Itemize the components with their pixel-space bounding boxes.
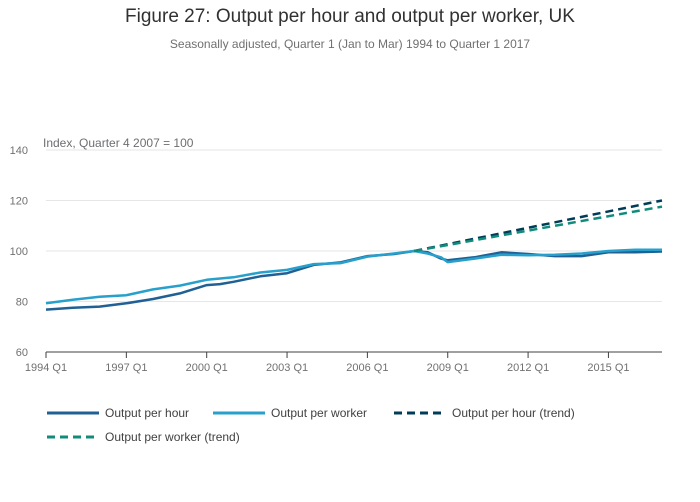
y-tick-label: 140 <box>10 145 28 157</box>
legend-swatch <box>47 435 99 439</box>
series-line <box>414 199 663 253</box>
x-axis: 1994 Q1 1997 Q1 2000 Q1 2003 Q1 2006 Q1 2009 … <box>25 351 662 374</box>
y-tick-label: 120 <box>10 196 28 208</box>
y-axis-ticks: 60 80 100 120 140 <box>10 145 28 359</box>
line-chart: 60 80 100 120 140 1994 Q1 1997 Q1 2000 Q1 2003 … <box>10 145 663 374</box>
legend-label: Output per hour <box>105 406 190 420</box>
legend-swatch <box>394 411 446 415</box>
y-axis-title: Index, Quarter 4 2007 = 100 <box>43 136 194 150</box>
chart-title: Figure 27: Output per hour and output pe… <box>125 6 575 27</box>
y-tick-label: 60 <box>16 347 28 359</box>
chart-subtitle: Seasonally adjusted, Quarter 1 (Jan to M… <box>169 37 531 51</box>
series-line <box>414 205 663 253</box>
legend-item[interactable]: Output per worker <box>213 406 367 420</box>
legend-item[interactable]: Output per hour <box>47 406 189 420</box>
x-tick-label: 2015 Q1 <box>587 362 629 374</box>
x-tick-label: 2009 Q1 <box>427 362 469 374</box>
x-tick-label: 1997 Q1 <box>105 362 147 374</box>
legend-item[interactable]: Output per hour (trend) <box>394 406 575 420</box>
legend-item[interactable]: Output per worker (trend) <box>47 430 240 444</box>
legend-swatch <box>213 411 265 415</box>
series-line <box>45 248 662 305</box>
gridlines <box>46 149 662 302</box>
series-lines <box>45 199 663 311</box>
legend-label: Output per hour (trend) <box>452 406 575 420</box>
legend-swatch <box>47 411 99 415</box>
legend-label: Output per worker <box>271 406 368 420</box>
x-tick-label: 2006 Q1 <box>346 362 388 374</box>
y-tick-label: 100 <box>10 246 28 258</box>
x-tick-label: 2000 Q1 <box>186 362 228 374</box>
legend-label: Output per worker (trend) <box>105 430 240 444</box>
x-tick-label: 2003 Q1 <box>266 362 308 374</box>
x-tick-label: 2012 Q1 <box>507 362 549 374</box>
x-tick-label: 1994 Q1 <box>25 362 67 374</box>
y-tick-label: 80 <box>16 297 28 309</box>
